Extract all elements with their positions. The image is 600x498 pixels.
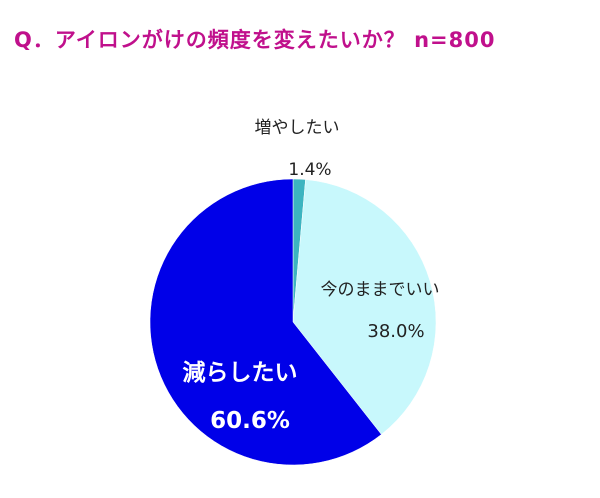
slice-value-label-2: 60.6%	[210, 408, 290, 434]
chart-title: Q．アイロンがけの頻度を変えたいか？ n=800	[14, 28, 496, 52]
pie-slice-1	[292, 179, 437, 435]
slice-value-label-1: 38.0%	[367, 321, 424, 342]
slice-value-label-0: 1.4%	[288, 160, 331, 180]
slice-label-2: 減らしたい	[183, 360, 298, 386]
pie-slice-2	[149, 178, 382, 466]
slice-label-0: 増やしたい	[255, 118, 340, 138]
slice-label-1: 今のままでいい	[321, 280, 440, 300]
